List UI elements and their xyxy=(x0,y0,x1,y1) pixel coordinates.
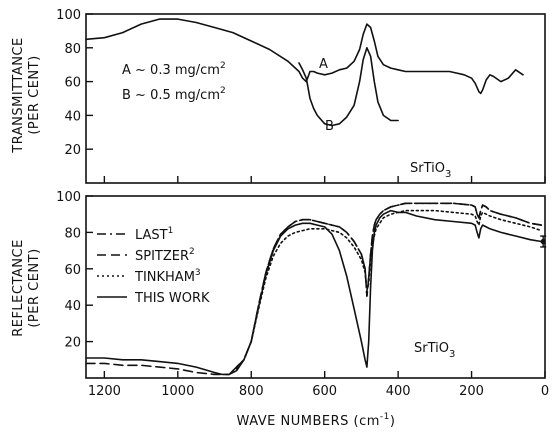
y-tick-label-1-20: 20 xyxy=(64,336,81,351)
x-tick-label-1000: 1000 xyxy=(161,384,194,399)
reflectance-ylabel-line1: REFLECTANCE xyxy=(11,239,26,337)
x-tick-label-400: 400 xyxy=(386,384,411,399)
series-line-1-spitzer xyxy=(85,202,543,376)
y-tick-label-0-20: 20 xyxy=(64,143,81,158)
legend: LAST1 SPITZER2 TINKHAM3 THIS WORK xyxy=(97,226,210,306)
legend-label-3: THIS WORK xyxy=(134,291,210,306)
x-tick-label-1200: 1200 xyxy=(88,384,121,399)
curve-b-label: B xyxy=(325,119,334,134)
annotation-a: A ~ 0.3 mg/cm2 xyxy=(122,61,226,78)
series-line-1-last xyxy=(232,202,543,372)
transmittance-sample-sub: 3 xyxy=(445,169,451,180)
y-tick-label-0-100: 100 xyxy=(56,8,81,23)
reflectance-sample-label: SrTiO3 xyxy=(414,341,455,360)
transmittance-sample-label: SrTiO3 xyxy=(410,161,451,180)
annotation-b: B ~ 0.5 mg/cm2 xyxy=(122,86,226,103)
series-line-1-tinkham xyxy=(235,209,543,370)
legend-label-2: TINKHAM3 xyxy=(134,268,201,285)
y-tick-label-0-40: 40 xyxy=(64,109,81,124)
annotation-a-sup: 2 xyxy=(220,61,226,71)
curve-a-label: A xyxy=(319,57,328,72)
panel-frame-1 xyxy=(85,195,546,379)
legend-label-1: SPITZER2 xyxy=(135,247,195,264)
y-tick-label-0-60: 60 xyxy=(64,76,81,91)
y-tick-label-0-80: 80 xyxy=(64,42,81,57)
y-tick-label-1-100: 100 xyxy=(56,190,81,205)
x-axis-label: WAVE NUMBERS (cm-1) xyxy=(237,412,396,429)
y-tick-label-1-80: 80 xyxy=(64,226,81,241)
series-line-0-a xyxy=(85,18,524,95)
annotation-b-sup: 2 xyxy=(220,86,226,96)
series-line-0-b xyxy=(298,47,399,127)
reflectance-ylabel-line2: (PER CENT) xyxy=(27,248,42,327)
x-tick-label-200: 200 xyxy=(459,384,484,399)
x-tick-label-800: 800 xyxy=(239,384,264,399)
y-tick-label-1-40: 40 xyxy=(64,299,81,314)
reflectance-sample-sub: 3 xyxy=(449,349,455,360)
transmittance-ylabel-line1: TRANSMITTANCE xyxy=(11,37,26,153)
x-tick-label-600: 600 xyxy=(312,384,337,399)
panel-frame-0 xyxy=(85,13,546,184)
error-bar-point xyxy=(540,238,546,245)
x-axis-label-sup: -1 xyxy=(380,412,390,422)
curves-group xyxy=(85,18,547,376)
y-tick-label-1-60: 60 xyxy=(64,263,81,278)
transmittance-ylabel-line2: (PER CENT) xyxy=(27,55,42,134)
x-axis-label-end: ) xyxy=(390,414,396,429)
x-tick-label-0: 0 xyxy=(541,384,549,399)
series-line-1-this-work xyxy=(85,209,546,376)
legend-label-0: LAST1 xyxy=(135,226,173,243)
